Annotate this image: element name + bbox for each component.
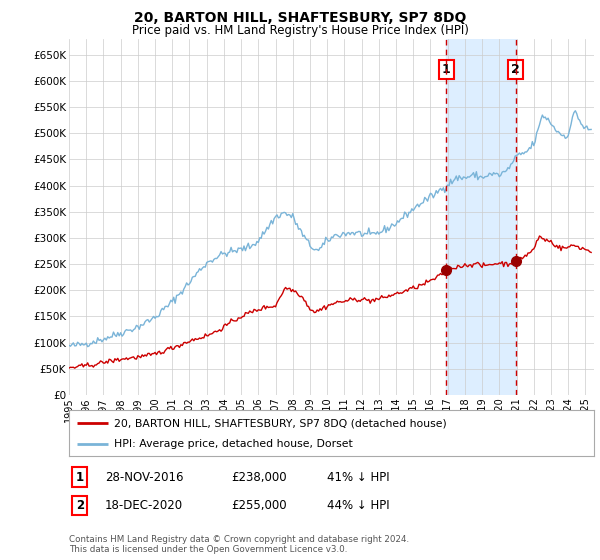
- Text: 20, BARTON HILL, SHAFTESBURY, SP7 8DQ (detached house): 20, BARTON HILL, SHAFTESBURY, SP7 8DQ (d…: [113, 418, 446, 428]
- Text: 2: 2: [511, 63, 520, 76]
- Text: £255,000: £255,000: [231, 499, 287, 512]
- Text: 28-NOV-2016: 28-NOV-2016: [105, 470, 184, 484]
- Text: 2: 2: [76, 499, 84, 512]
- Text: 41% ↓ HPI: 41% ↓ HPI: [327, 470, 389, 484]
- Text: Contains HM Land Registry data © Crown copyright and database right 2024.
This d: Contains HM Land Registry data © Crown c…: [69, 535, 409, 554]
- Text: 44% ↓ HPI: 44% ↓ HPI: [327, 499, 389, 512]
- Text: 1: 1: [76, 470, 84, 484]
- Text: £238,000: £238,000: [231, 470, 287, 484]
- Text: 1: 1: [442, 63, 451, 76]
- Text: Price paid vs. HM Land Registry's House Price Index (HPI): Price paid vs. HM Land Registry's House …: [131, 24, 469, 36]
- Bar: [446, 39, 516, 395]
- Text: 20, BARTON HILL, SHAFTESBURY, SP7 8DQ: 20, BARTON HILL, SHAFTESBURY, SP7 8DQ: [134, 11, 466, 25]
- Text: HPI: Average price, detached house, Dorset: HPI: Average price, detached house, Dors…: [113, 439, 352, 449]
- Text: 18-DEC-2020: 18-DEC-2020: [105, 499, 183, 512]
